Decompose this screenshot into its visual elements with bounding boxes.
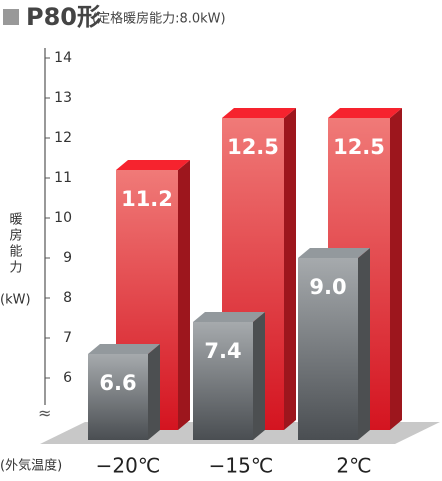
bar-face <box>88 354 148 440</box>
bar-top <box>88 344 160 354</box>
bar-side <box>390 108 402 430</box>
bar-top <box>116 160 190 170</box>
bar-top <box>328 108 402 118</box>
value-label: 7.4 <box>204 339 241 363</box>
value-label: 9.0 <box>309 275 346 299</box>
x-tick-label: −15℃ <box>209 454 274 478</box>
y-tick-label: 6 <box>63 370 72 386</box>
y-tick-label: 7 <box>63 330 72 346</box>
value-label: 12.5 <box>333 135 385 159</box>
x-axis-label: (外気温度) <box>0 458 62 474</box>
bar-top <box>193 312 265 322</box>
y-tick-label: 10 <box>54 210 72 226</box>
bar-top <box>298 248 370 258</box>
bar-side <box>253 312 265 440</box>
bar-side <box>358 248 370 440</box>
value-label: 6.6 <box>99 371 136 395</box>
bar <box>88 344 160 440</box>
y-axis-label: 暖房能力 <box>7 212 23 276</box>
value-label: 12.5 <box>227 135 279 159</box>
chart-title: P80形 <box>26 3 101 31</box>
bar-face <box>298 258 358 440</box>
bar <box>116 160 190 430</box>
bar-side <box>284 108 296 430</box>
y-unit: (kW) <box>0 293 31 308</box>
title-marker <box>3 9 19 25</box>
x-tick-label: 2℃ <box>336 454 371 478</box>
bar <box>298 248 370 440</box>
y-tick-label: 9 <box>63 250 72 266</box>
value-label: 11.2 <box>121 187 173 211</box>
y-tick-label: 8 <box>63 290 72 306</box>
y-tick-label: 11 <box>54 170 72 186</box>
chart-subtitle: (定格暖房能力:8.0kW) <box>92 11 226 27</box>
bar-top <box>222 108 296 118</box>
bar-side <box>148 344 160 440</box>
y-tick-label: 14 <box>54 50 72 66</box>
axis-break: ≈ <box>38 404 51 423</box>
x-tick-label: −20℃ <box>96 454 161 478</box>
y-tick-label: 12 <box>54 130 72 146</box>
bar-side <box>178 160 190 430</box>
y-tick-label: 13 <box>54 90 72 106</box>
bar <box>193 312 265 440</box>
bar-face <box>193 322 253 440</box>
